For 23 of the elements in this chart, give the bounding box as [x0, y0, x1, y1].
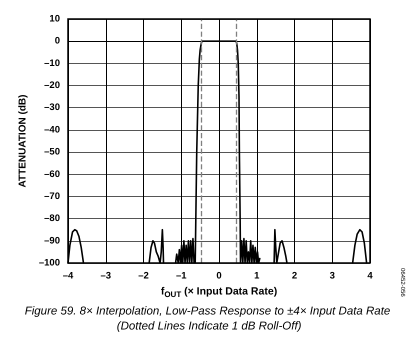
- y-tick-label: –20: [44, 80, 60, 92]
- y-tick-label: –40: [44, 124, 60, 136]
- x-tick-label: 1: [254, 270, 260, 282]
- y-tick-label: –90: [44, 235, 60, 246]
- x-tick-label: 3: [330, 270, 335, 282]
- y-axis-title: ATTENUATION (dB): [17, 94, 28, 188]
- y-tick-label: 10: [49, 14, 60, 24]
- y-tick-label: –50: [44, 146, 60, 158]
- y-tick-label: 0: [54, 36, 60, 47]
- x-tick-label: 2: [292, 270, 298, 282]
- y-tick-label: –30: [44, 102, 60, 114]
- y-tick-label: –100: [38, 258, 60, 268]
- x-tick-label: 4: [367, 270, 374, 282]
- text: Figure 59. 8× Interpolation, Low-Pass Response to ±4× Input Data Rate (Dotted Lines Indicate 1 dB Roll-Off): [24, 306, 390, 332]
- y-tick-label: –10: [44, 58, 60, 69]
- x-tick-label: –4: [62, 270, 74, 282]
- y-tick-label: –70: [44, 190, 60, 202]
- x-tick-label: –3: [100, 270, 112, 282]
- y-tick-label: –60: [44, 168, 60, 180]
- x-tick-label: –2: [138, 270, 149, 282]
- y-tick-label: –80: [44, 213, 60, 224]
- x-tick-label: –1: [176, 270, 188, 282]
- x-tick-label: 0: [216, 270, 222, 282]
